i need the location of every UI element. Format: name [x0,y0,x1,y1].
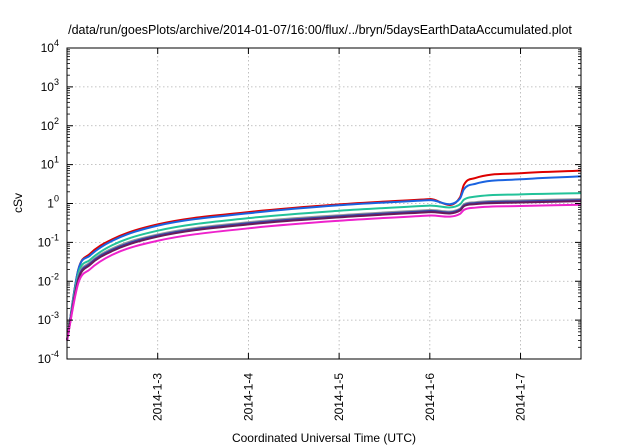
x-tick-label: 2014-1-3 [151,373,165,421]
y-axis: 10-4 10-3 10-2 10-1 10 101 102 103 104 [38,38,581,366]
series-line [66,200,582,341]
series-line [66,175,582,341]
x-axis: 2014-1-3 2014-1-4 2014-1-5 2014-1-6 2014-1-7 [151,48,528,421]
series-group [66,169,582,341]
series-line [66,203,582,341]
y-axis-label: cSv [11,193,25,213]
y-tick-label: 104 [41,38,59,55]
y-tick-label: 102 [41,116,59,133]
series-line [66,169,582,341]
y-tick-label: 10-4 [38,349,59,366]
x-tick-label: 2014-1-5 [332,373,346,421]
x-tick-label: 2014-1-4 [241,373,255,421]
y-tick-label: 103 [41,77,59,94]
series-line [66,198,582,341]
x-tick-label: 2014-1-7 [514,373,528,421]
series-line [66,192,582,341]
x-tick-label: 2014-1-6 [423,373,437,421]
y-tick-label: 101 [41,155,59,172]
chart-title: /data/run/goesPlots/archive/2014-01-07/1… [68,23,572,37]
y-tick-label: 10-1 [38,232,59,249]
x-axis-label: Coordinated Universal Time (UTC) [232,431,416,445]
y-tick-label: 10 [47,194,59,211]
y-tick-label: 10-2 [38,271,59,288]
y-tick-label: 10-3 [38,310,59,327]
